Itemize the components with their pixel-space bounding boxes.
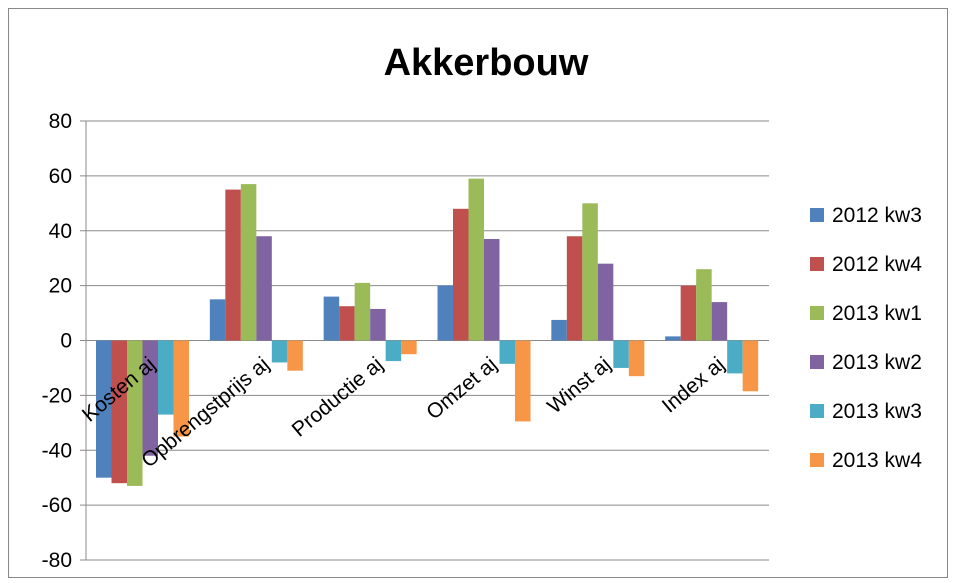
y-tick-label: 20: [49, 275, 72, 298]
bars: [96, 178, 759, 486]
legend-swatch: [810, 355, 824, 369]
legend-label: 2013 kw2: [832, 351, 922, 374]
bar: [385, 340, 402, 362]
bar: [551, 319, 567, 341]
legend-swatch: [810, 404, 824, 418]
legend-swatch: [810, 208, 824, 222]
bar: [240, 184, 257, 341]
bar: [339, 306, 355, 341]
bar: [484, 238, 500, 341]
y-tick-label: -60: [42, 494, 72, 517]
y-tick-label: -40: [42, 439, 72, 462]
bar: [127, 340, 143, 486]
category-label: Winst aj: [543, 353, 615, 419]
bar: [727, 340, 743, 374]
bar: [680, 285, 697, 341]
bar: [711, 302, 728, 341]
y-tick-label: 60: [49, 165, 72, 188]
bar: [468, 178, 484, 341]
bar: [96, 340, 112, 478]
y-tick-label: -80: [42, 549, 72, 572]
bar: [354, 282, 371, 341]
bar: [597, 263, 614, 341]
bar: [225, 189, 241, 341]
bar: [256, 236, 272, 341]
bar: [628, 340, 645, 377]
bar: [437, 285, 453, 341]
bar: [370, 308, 386, 341]
bar: [271, 340, 288, 363]
y-tick-label: 0: [60, 330, 72, 353]
legend-label: 2012 kw4: [832, 253, 922, 276]
y-tick-label: 40: [49, 220, 72, 243]
legend-label: 2013 kw1: [832, 302, 922, 325]
bar: [142, 340, 158, 456]
bar: [158, 340, 174, 415]
bar: [696, 269, 712, 341]
bar: [742, 340, 759, 392]
bar: [287, 340, 303, 371]
y-axis: 80 60 40 20 0 -20 -40 -60 -80: [42, 110, 769, 572]
category-label: Index aj: [658, 353, 729, 418]
bar: [499, 340, 515, 364]
chart-title: Akkerbouw: [384, 42, 589, 84]
bar: [173, 340, 189, 437]
category-label: Omzet aj: [422, 353, 501, 425]
bar: [665, 336, 681, 341]
legend-swatch: [810, 453, 824, 467]
bar: [111, 340, 127, 484]
legend-label: 2012 kw3: [832, 204, 922, 227]
bar: [453, 208, 469, 341]
legend-label: 2013 kw4: [832, 449, 922, 472]
bar: [515, 340, 531, 422]
bar: [566, 236, 583, 341]
legend-label: 2013 kw3: [832, 400, 922, 423]
legend-swatch: [810, 306, 824, 320]
chart-frame: Akkerbouw 80 60 40 20 0 -20 -40 -60 -80 Kosten a…: [8, 8, 948, 578]
legend: 2012 kw3 2012 kw4 2013 kw1 2013 kw2 2013 kw3…: [810, 204, 922, 472]
bar: [323, 296, 340, 341]
y-tick-label: 80: [49, 110, 72, 133]
bar: [401, 340, 417, 355]
bar: [582, 203, 598, 341]
y-tick-label: -20: [42, 384, 72, 407]
bar: [209, 299, 226, 341]
legend-swatch: [810, 257, 824, 271]
bar: [613, 340, 629, 368]
